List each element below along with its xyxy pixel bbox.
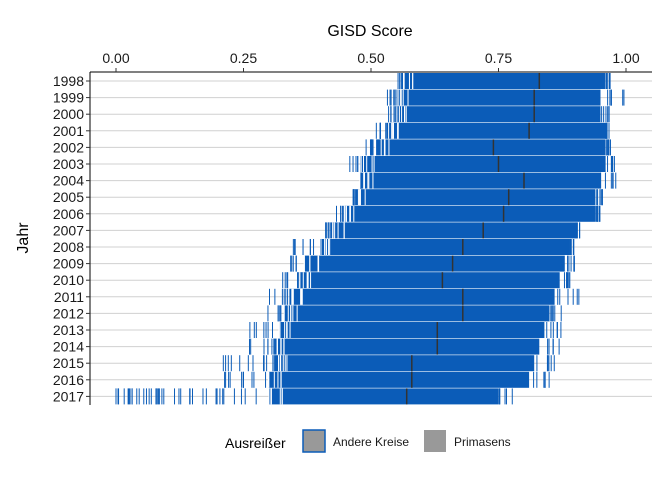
y-tick-label: 2002 xyxy=(53,139,84,155)
strip-core xyxy=(274,355,535,372)
strip-core xyxy=(269,371,530,388)
y-tick-label: 2013 xyxy=(53,322,84,338)
legend-label-andere-kreise: Andere Kreise xyxy=(333,435,409,449)
strip-core xyxy=(299,272,560,289)
strip-core xyxy=(284,305,550,322)
strip-core xyxy=(396,89,601,106)
data-strips xyxy=(115,73,625,405)
y-tick-label: 2009 xyxy=(53,256,84,272)
strip-1999 xyxy=(386,89,625,106)
strip-core xyxy=(376,139,606,156)
strip-2016 xyxy=(224,371,550,388)
strip-core xyxy=(360,172,601,189)
y-tick-label: 1998 xyxy=(53,73,84,89)
strip-core xyxy=(396,106,601,123)
strip-1998 xyxy=(397,73,611,89)
y-axis-title: Jahr xyxy=(15,222,32,254)
strip-core xyxy=(330,222,575,239)
y-tick-label: 2008 xyxy=(53,239,84,255)
strip-2013 xyxy=(249,322,562,338)
strip-core xyxy=(401,73,606,89)
x-tick-label: 0.00 xyxy=(102,50,129,66)
x-tick-label: 0.25 xyxy=(230,50,257,66)
x-tick-label: 0.50 xyxy=(357,50,384,66)
x-tick-label: 1.00 xyxy=(612,50,639,66)
y-tick-label: 2000 xyxy=(53,106,84,122)
legend: Ausreißer Andere Kreise Primasens xyxy=(225,429,511,453)
strip-2007 xyxy=(325,222,581,239)
strip-2002 xyxy=(365,139,611,156)
strip-2009 xyxy=(290,255,575,272)
strip-2014 xyxy=(249,338,560,355)
strip-core xyxy=(304,255,565,272)
y-tick-label: 2004 xyxy=(53,173,84,189)
strip-2012 xyxy=(267,305,562,322)
legend-key-primasens xyxy=(424,430,446,452)
y-tick-label: 2006 xyxy=(53,206,84,222)
strip-core xyxy=(289,288,555,305)
strip-core xyxy=(279,322,545,338)
y-tick-label: 2016 xyxy=(53,372,84,388)
legend-label-primasens: Primasens xyxy=(454,435,511,449)
strip-2005 xyxy=(352,189,603,206)
strip-core xyxy=(269,388,499,405)
strip-2010 xyxy=(282,272,571,289)
strip-core xyxy=(386,122,606,139)
y-tick-label: 2015 xyxy=(53,355,84,371)
strip-2017 xyxy=(115,388,513,405)
strip-2015 xyxy=(222,355,555,372)
strip-2006 xyxy=(336,205,601,222)
strip-2004 xyxy=(359,172,617,189)
y-tick-label: 1999 xyxy=(53,90,84,106)
strip-2008 xyxy=(292,239,575,255)
y-tick-label: 2010 xyxy=(53,272,84,288)
y-tick-label: 2012 xyxy=(53,305,84,321)
y-tick-label: 2007 xyxy=(53,222,84,238)
y-tick-label: 2001 xyxy=(53,123,84,139)
legend-key-andere-kreise xyxy=(302,429,326,453)
strip-core xyxy=(345,205,596,222)
strip-2000 xyxy=(388,106,610,123)
y-tick-label: 2017 xyxy=(53,388,84,404)
legend-title: Ausreißer xyxy=(225,435,286,451)
x-axis-title: GISD Score xyxy=(327,23,412,40)
x-tick-label: 0.75 xyxy=(485,50,512,66)
y-tick-label: 2003 xyxy=(53,156,84,172)
y-axis: 1998199920002001200220032004200520062007… xyxy=(53,72,91,405)
strip-core xyxy=(274,338,540,355)
strip-2011 xyxy=(269,288,580,305)
strip-core xyxy=(320,239,570,255)
strip-core xyxy=(360,156,606,172)
strip-core xyxy=(355,189,596,206)
strip-2003 xyxy=(349,156,615,172)
primasens-marks xyxy=(405,73,541,405)
y-tick-label: 2014 xyxy=(53,339,84,355)
x-axis: 0.00 0.25 0.50 0.75 1.00 xyxy=(90,50,652,73)
y-tick-label: 2011 xyxy=(54,289,84,305)
y-tick-label: 2005 xyxy=(53,189,84,205)
strip-2001 xyxy=(375,122,610,139)
